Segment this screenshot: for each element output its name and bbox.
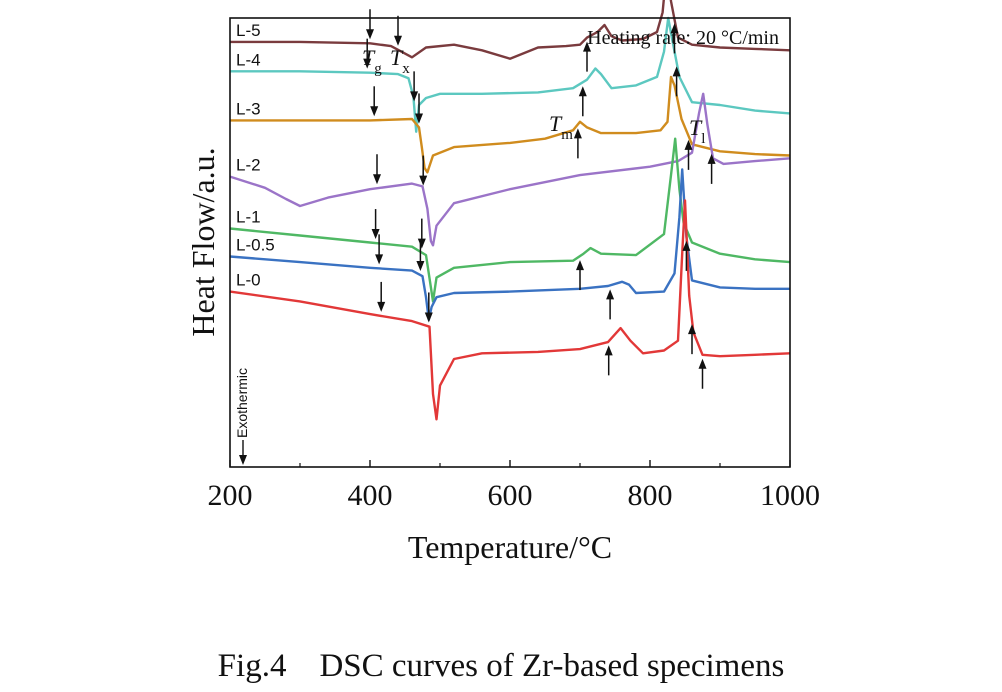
exothermic-indicator: Exothermic [234,368,250,465]
transition-arrow-down [394,15,402,46]
transition-arrow-up [578,86,587,117]
transition-arrow-down [373,154,381,185]
x-axis-title: Temperature/°C [408,529,612,565]
x-tick-label: 1000 [760,479,820,512]
series-line-l-2 [229,92,791,247]
transition-arrow-up [670,23,679,54]
y-axis-title: Heat Flow/a.u. [185,147,221,336]
transition-arrow-down [417,218,426,249]
transition-arrow-down [424,292,433,323]
x-tick-label: 200 [208,479,253,512]
transition-arrow-down [377,281,386,312]
series-label: L-3 [236,99,261,118]
transition-arrow-up [604,345,613,376]
x-tick-label: 600 [488,479,533,512]
series-line-l-1 [229,137,791,303]
series-label: L-1 [236,207,261,226]
transition-arrow-up [688,324,696,355]
transition-arrow-down [366,9,374,40]
transition-arrow-down [363,38,372,69]
tl-label: Tl [689,115,705,147]
transition-arrow-up [573,128,582,159]
tx-label: Tx [390,45,410,77]
figure-caption: Fig.4 DSC curves of Zr-based specimens [217,648,785,684]
transition-arrow-up [576,260,584,291]
markers-layer [363,9,716,389]
dsc-chart: 200 400 600 800 1000 L-5 L-4 L-3 L-2 L-1 L-0.5 L-0… [185,0,820,565]
transition-arrow-up [698,358,707,389]
transition-arrow-up [583,41,591,72]
transition-arrow-up [682,240,691,271]
x-tick-label: 400 [348,479,393,512]
series-label: L-0 [236,271,261,290]
ticks-layer: 200 400 600 800 1000 [208,460,820,512]
transition-arrow-down [371,209,380,240]
transition-arrow-up [707,153,716,184]
series-labels-layer: L-5 L-4 L-3 L-2 L-1 L-0.5 L-0 [236,21,275,290]
series-line-l-4 [230,16,791,133]
transition-arrow-down [375,234,384,265]
transition-arrow-down [370,86,379,117]
heating-rate-label: Heating rate: 20 °C/min [587,27,779,49]
exothermic-label: Exothermic [234,368,250,438]
transition-arrow-down [416,241,425,272]
series-label: L-0.5 [236,236,275,255]
curves-layer [229,0,791,421]
tg-label: Tg [362,45,382,77]
series-label: L-5 [236,21,261,40]
exothermic-arrow-head [239,455,247,465]
transition-arrow-up [606,289,615,320]
transition-arrow-up [672,66,681,97]
x-tick-label: 800 [628,479,673,512]
transition-arrow-down [410,71,419,102]
series-line-l-5 [230,0,791,60]
transition-arrow-up [684,139,693,170]
tm-label: Tm [549,111,573,143]
series-line-l-0-5 [229,168,790,321]
plot-frame [229,17,791,468]
series-label: L-4 [236,50,261,69]
transition-arrow-down [419,155,428,186]
series-line-l-3 [230,75,791,174]
series-label: L-2 [236,156,261,175]
transition-arrow-down [415,93,423,124]
series-line-l-0 [229,199,791,421]
